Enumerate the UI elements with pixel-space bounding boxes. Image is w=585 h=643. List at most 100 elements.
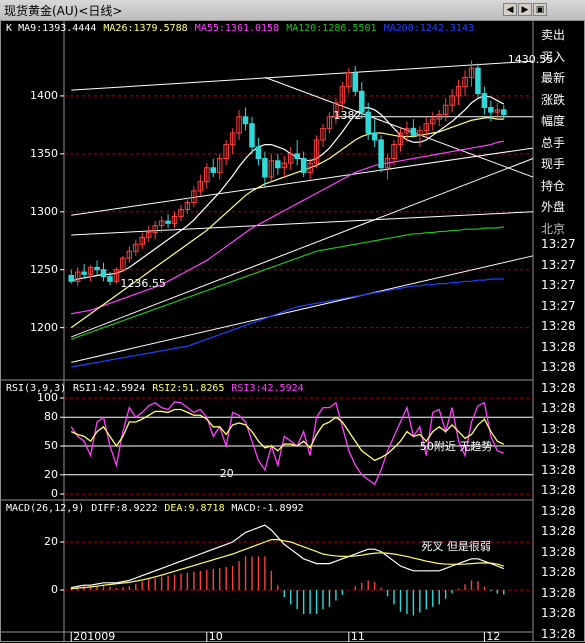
side-time: 13:28 — [541, 626, 576, 641]
macd-annotation: 死叉 但是很弱 — [421, 540, 491, 553]
candle-body — [384, 157, 391, 169]
legend-rsi2: RSI2:51.8265 — [152, 383, 225, 394]
candle-body — [68, 275, 74, 282]
candle-body — [371, 132, 378, 141]
rsi-annotation: 20 — [219, 466, 234, 480]
trend-line — [71, 147, 534, 216]
ma-line-ma55 — [71, 140, 504, 315]
side-time: 13:28 — [541, 483, 576, 497]
candle-body — [410, 127, 417, 136]
side-time: 13:28 — [541, 380, 576, 395]
candle-body — [126, 250, 133, 259]
candle-body — [313, 139, 320, 164]
y-tick-label-rsi: 20 — [44, 467, 58, 481]
side-time: 13:28 — [541, 544, 576, 559]
price-annotation: 1236.55 — [120, 277, 166, 291]
y-tick-label-main: 1350 — [30, 146, 58, 160]
candle-body — [184, 202, 191, 210]
price-annotation: 1382 — [333, 108, 362, 122]
x-tick-label: 201009 — [73, 630, 116, 643]
candle-body — [494, 109, 501, 113]
candle-body — [120, 257, 126, 271]
candle-body — [475, 67, 481, 95]
ma-line-ma200 — [71, 278, 504, 368]
next-arrow-icon[interactable]: ▶ — [518, 3, 532, 16]
y-tick-label-rsi: 50 — [44, 439, 58, 452]
legend-ma9: MA9:1393.4444 — [18, 23, 97, 34]
x-tick-label: 11 — [350, 630, 365, 643]
candle-body — [468, 67, 475, 78]
side-time: 13:28 — [541, 565, 576, 579]
rsi-line-rsi2 — [70, 408, 505, 462]
side-time: 13:28 — [541, 442, 576, 456]
candle-body — [94, 266, 100, 271]
side-time: 13:28 — [541, 360, 576, 374]
candle-body — [429, 118, 436, 125]
quote-side-panel: 卖出 买入 最新 涨跌 幅度 总手 现手 持仓 外盘 北京 13:27 13:27 13:27 13:27… — [533, 22, 585, 642]
side-time: 13:27 — [541, 257, 576, 272]
y-tick-label-main: 1250 — [30, 262, 58, 276]
rsi-line-rsi1 — [70, 401, 504, 486]
candle-body — [320, 127, 326, 141]
side-time: 13:28 — [541, 585, 576, 600]
ma-line-ma9 — [71, 95, 505, 282]
side-time: 13:28 — [541, 462, 576, 477]
candle-body — [442, 104, 449, 115]
legend-ma200: MA200:1242.3143 — [383, 23, 474, 34]
candle-body — [449, 95, 455, 106]
trend-line — [264, 76, 534, 178]
candle-body — [417, 130, 423, 136]
trend-line — [71, 211, 534, 236]
candle-body — [455, 86, 462, 97]
trend-line — [71, 158, 534, 338]
window-title: 现货黄金(AU)<日线> — [4, 4, 123, 18]
candle-body — [145, 232, 152, 238]
maximize-icon[interactable]: ▣ — [533, 3, 547, 16]
candle-body — [242, 116, 249, 125]
candle-body — [255, 146, 262, 159]
legend-rsi3: RSI3:42.5924 — [231, 383, 304, 394]
side-time: 13:27 — [541, 298, 576, 313]
candle-body — [346, 72, 352, 88]
candle-body — [165, 220, 171, 224]
prev-arrow-icon[interactable]: ◀ — [503, 3, 517, 16]
candle-body — [210, 167, 217, 173]
candle-body — [178, 208, 184, 217]
side-label: 总手 — [541, 135, 566, 150]
candle-body — [171, 215, 178, 224]
ma-line-ma26 — [70, 117, 504, 329]
legend-ma120: MA120:1286.5501 — [286, 23, 377, 34]
candle-body — [326, 116, 333, 129]
legend-ma55: MA55:1361.0158 — [194, 23, 280, 34]
candle-body — [158, 220, 165, 227]
legend-prefix-macd: MACD(26,12,9) — [6, 503, 85, 514]
side-label: 持仓 — [541, 178, 566, 193]
candle-body — [287, 153, 294, 164]
legend-prefix-rsi: RSI(3,9,3) — [6, 383, 67, 394]
candle-body — [197, 181, 204, 192]
x-tick-label: 10 — [208, 630, 223, 643]
candle-body — [191, 190, 197, 204]
candle-body — [352, 72, 359, 92]
candle-body — [378, 139, 384, 169]
side-label: 外盘 — [541, 200, 566, 214]
x-tick-label: 12 — [486, 630, 501, 643]
candle-body — [229, 132, 236, 146]
side-time: 13:28 — [541, 421, 576, 436]
side-time: 13:28 — [541, 503, 576, 518]
y-tick-label-main: 1200 — [30, 320, 58, 334]
side-time: 13:27 — [541, 278, 576, 292]
side-time: 13:28 — [541, 606, 576, 620]
candle-body — [236, 116, 242, 134]
chart-canvas[interactable] — [0, 20, 585, 642]
candle-body — [307, 162, 313, 173]
side-label: 卖出 — [541, 28, 566, 42]
y-tick-label-rsi: 100 — [37, 391, 58, 404]
side-label: 涨跌 — [541, 92, 566, 107]
y-tick-label-rsi: 80 — [44, 410, 58, 424]
candle-body — [423, 123, 430, 132]
legend-diff: DIFF:8.9222 — [91, 503, 158, 514]
candle-body — [100, 269, 107, 278]
ma-line-ma120 — [71, 226, 504, 340]
price-annotation: 1430.55 — [507, 52, 554, 66]
